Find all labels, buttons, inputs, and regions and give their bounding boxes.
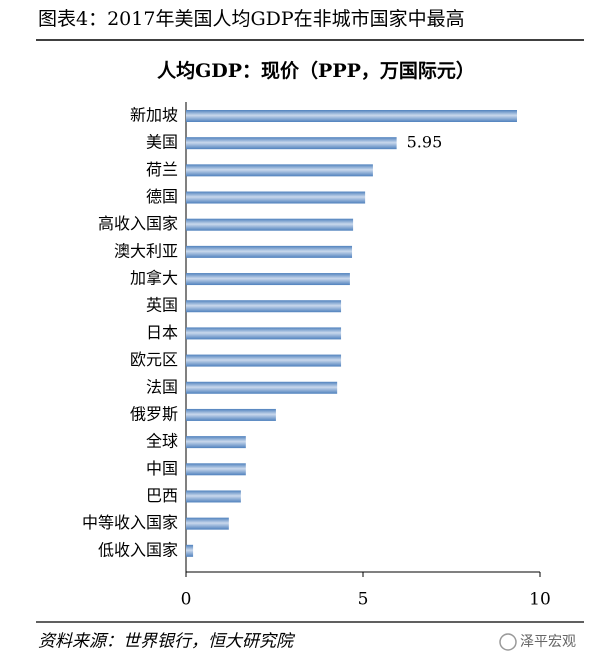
y-tick-label: 加拿大 <box>130 269 178 288</box>
y-tick-label: 美国 <box>146 133 178 152</box>
x-tick-label: 5 <box>358 590 369 610</box>
value-label: 5.95 <box>407 133 443 152</box>
bar <box>186 137 397 150</box>
watermark: 泽平宏观 <box>520 634 576 650</box>
x-tick-label: 0 <box>181 590 192 610</box>
bar <box>186 164 373 177</box>
y-tick-label: 高收入国家 <box>98 214 178 233</box>
bar <box>186 300 342 313</box>
y-tick-label: 全球 <box>146 432 178 451</box>
y-tick-label: 德国 <box>146 187 178 206</box>
bar <box>186 245 353 258</box>
y-tick-label: 新加坡 <box>130 106 178 125</box>
y-tick-label: 俄罗斯 <box>130 404 178 423</box>
x-tick-label: 10 <box>529 590 551 610</box>
source-note: 资料来源：世界银行，恒大研究院 <box>38 632 296 652</box>
y-tick-label: 中等收入国家 <box>82 513 178 532</box>
y-tick-label: 欧元区 <box>130 350 178 369</box>
bar <box>186 544 194 557</box>
bar <box>186 110 517 122</box>
y-tick-label: 英国 <box>146 296 178 315</box>
y-tick-label: 荷兰 <box>146 160 178 179</box>
y-tick-label: 巴西 <box>146 486 178 505</box>
bar <box>186 327 342 340</box>
y-tick-label: 日本 <box>146 323 178 342</box>
watermark-icon <box>499 633 517 651</box>
bar <box>186 273 350 286</box>
y-tick-label: 低收入国家 <box>98 540 178 559</box>
bar <box>186 381 338 394</box>
y-tick-label: 中国 <box>146 459 178 478</box>
bar <box>186 436 246 449</box>
bar <box>186 218 354 231</box>
header-title: 图表4：2017年美国人均GDP在非城市国家中最高 <box>38 8 465 30</box>
bar <box>186 490 241 503</box>
bar <box>186 408 276 421</box>
bar <box>186 191 366 204</box>
y-tick-label: 澳大利亚 <box>114 241 178 260</box>
bar <box>186 517 229 530</box>
y-tick-label: 法国 <box>146 377 178 396</box>
bar <box>186 463 246 476</box>
chart-title: 人均GDP：现价（PPP，万国际元） <box>157 59 475 82</box>
bar <box>186 354 342 367</box>
